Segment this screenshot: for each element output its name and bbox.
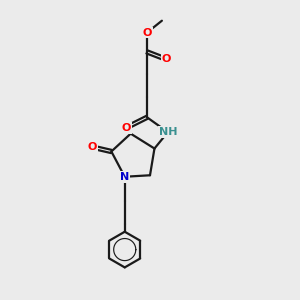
Text: O: O: [87, 142, 97, 152]
Text: O: O: [142, 28, 152, 38]
Text: O: O: [122, 123, 131, 133]
Text: N: N: [120, 172, 129, 182]
Text: O: O: [162, 54, 171, 64]
Text: NH: NH: [159, 127, 177, 137]
